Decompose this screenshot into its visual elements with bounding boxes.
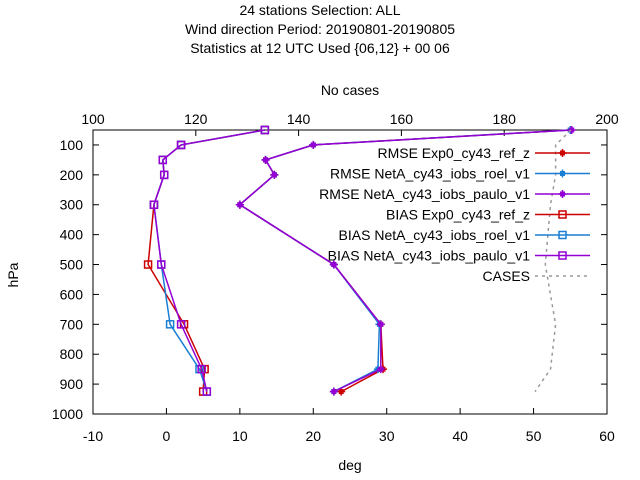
x2-tick-label: 160 — [390, 111, 414, 127]
data-point — [159, 170, 169, 180]
series — [143, 125, 576, 396]
y-tick-label: 1000 — [52, 406, 83, 422]
x-tick-label: 60 — [599, 428, 615, 444]
y-tick-label: 900 — [60, 376, 84, 392]
y-axis-label: hPa — [5, 262, 21, 287]
data-point — [176, 140, 186, 150]
legend-label: RMSE Exp0_cy43_ref_z — [377, 145, 530, 161]
series-line — [534, 129, 572, 393]
plot-frame — [92, 129, 608, 415]
data-point — [197, 364, 206, 374]
data-point — [176, 320, 186, 329]
data-point — [237, 202, 243, 208]
data-point — [378, 366, 384, 372]
legend-label: BIAS NetA_cy43_iobs_paulo_v1 — [328, 248, 531, 264]
data-point — [331, 389, 337, 395]
x-tick-label: -10 — [83, 428, 103, 444]
data-point — [263, 157, 269, 163]
y-tick-label: 400 — [60, 227, 84, 243]
legend-marker — [560, 150, 565, 156]
series-line — [147, 129, 265, 392]
x-tick-label: 10 — [232, 428, 248, 444]
x-tick-label: 0 — [163, 428, 171, 444]
y-tick-label: 600 — [60, 286, 84, 302]
data-point — [378, 321, 384, 327]
data-point — [143, 260, 153, 269]
legend-label: RMSE NetA_cy43_iobs_roel_v1 — [330, 166, 530, 182]
data-point — [310, 142, 316, 148]
title-line-3: Statistics at 12 UTC Used {06,12} + 00 0… — [190, 40, 450, 56]
data-point — [260, 125, 270, 135]
legend-marker — [558, 251, 567, 260]
y-tick-label: 700 — [60, 316, 84, 332]
data-point — [338, 389, 344, 395]
x-tick-label: 40 — [452, 428, 468, 444]
x2-tick-label: 180 — [493, 111, 517, 127]
y-tick-label: 200 — [60, 167, 84, 183]
x-tick-label: 50 — [526, 428, 542, 444]
series-5 — [149, 125, 270, 396]
data-point — [165, 320, 175, 329]
x2-tick-label: 140 — [287, 111, 311, 127]
data-point — [569, 127, 575, 133]
title-line-1: 24 stations Selection: ALL — [239, 2, 400, 18]
x-tick-label: 30 — [379, 428, 395, 444]
y-tick-label: 300 — [60, 197, 84, 213]
data-point — [158, 155, 168, 165]
y-tick-label: 800 — [60, 346, 84, 362]
legend-marker — [560, 191, 565, 197]
legend-marker — [558, 210, 567, 219]
data-point — [331, 262, 337, 268]
data-point — [271, 172, 277, 178]
y-tick-label: 100 — [60, 137, 84, 153]
x-axis-label: deg — [338, 457, 361, 473]
ticks: -10 0 10 20 30 40 50 60 100 120 140 160 180 200 100 200… — [52, 111, 619, 444]
data-point — [157, 260, 166, 269]
series-2 — [235, 126, 576, 396]
x2-tick-label: 100 — [81, 111, 105, 127]
legend-marker — [560, 171, 565, 176]
series-6 — [534, 129, 572, 393]
x2-tick-label: 200 — [595, 111, 619, 127]
x2-tick-label: 120 — [184, 111, 208, 127]
y-tick-label: 500 — [60, 257, 84, 273]
data-point — [202, 387, 212, 396]
legend-label: BIAS Exp0_cy43_ref_z — [386, 207, 530, 223]
x2-axis-label: No cases — [321, 82, 379, 98]
legend: RMSE Exp0_cy43_ref_z RMSE NetA_cy43_iobs_… — [319, 145, 590, 284]
legend-marker — [558, 230, 567, 240]
series-4 — [149, 125, 270, 396]
series-line — [153, 129, 265, 392]
legend-label: RMSE NetA_cy43_iobs_paulo_v1 — [319, 186, 530, 202]
data-point — [149, 200, 159, 209]
title-line-2: Wind direction Period: 20190801-20190805 — [185, 21, 455, 37]
series-line — [153, 129, 265, 392]
legend-label: BIAS NetA_cy43_iobs_roel_v1 — [339, 227, 531, 243]
legend-label: CASES — [483, 268, 530, 284]
x-tick-label: 20 — [305, 428, 321, 444]
